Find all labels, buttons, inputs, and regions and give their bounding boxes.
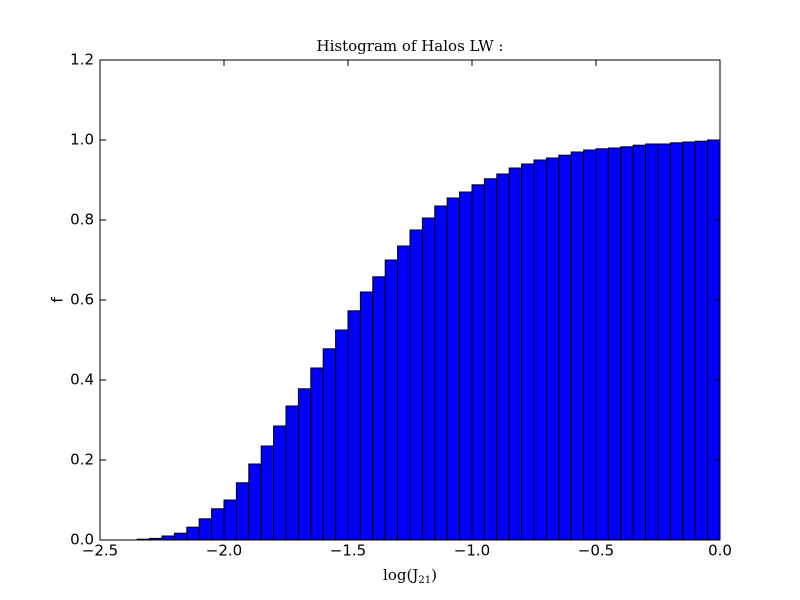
x-axis-label: log(J21) — [383, 566, 437, 586]
x-label-part: log(J — [383, 566, 418, 584]
y-tick-label: 1.0 — [70, 131, 94, 149]
bar — [372, 276, 386, 541]
bar — [521, 163, 535, 541]
bar — [161, 535, 175, 541]
bar — [583, 149, 597, 541]
bar — [421, 217, 436, 541]
bar — [335, 329, 349, 541]
bar — [310, 367, 324, 541]
y-tick-label: 0.6 — [70, 291, 94, 309]
y-tick-label: 0.8 — [70, 211, 94, 229]
bar — [607, 147, 622, 541]
y-tick-label: 0.2 — [70, 451, 94, 469]
bar — [620, 146, 634, 541]
bar — [694, 140, 709, 541]
bar — [384, 259, 399, 541]
bar — [446, 197, 461, 541]
bar — [570, 151, 585, 541]
bar — [322, 348, 337, 541]
bar — [198, 518, 213, 541]
bar — [397, 245, 411, 541]
bar — [595, 148, 609, 541]
x-label-subscript: 21 — [418, 575, 431, 586]
bar — [260, 445, 275, 541]
bar — [471, 184, 485, 541]
bar — [409, 229, 423, 541]
y-axis-label: f — [49, 297, 67, 303]
bar — [173, 532, 188, 541]
y-tick-label: 0.4 — [70, 371, 94, 389]
bar — [707, 139, 721, 541]
bar — [459, 191, 473, 541]
bar — [434, 205, 448, 541]
bar — [545, 157, 560, 541]
bar — [558, 154, 572, 541]
y-tick-label: 0.0 — [70, 531, 94, 549]
x-tick-label: −1.5 — [330, 542, 366, 560]
x-label-part: ) — [431, 566, 437, 584]
bar — [657, 143, 671, 541]
bar — [669, 142, 684, 541]
x-tick-label: 0.0 — [708, 542, 732, 560]
x-tick-label: −2.0 — [206, 542, 242, 560]
bar — [359, 291, 374, 541]
bar — [632, 144, 647, 541]
bar — [186, 526, 200, 541]
y-tick-label: 1.2 — [70, 51, 94, 69]
bar — [273, 425, 287, 541]
bar — [508, 167, 523, 541]
bar — [235, 482, 250, 541]
chart-title: Histogram of Halos LW : — [317, 37, 504, 55]
bar — [285, 405, 299, 541]
bar — [223, 499, 237, 541]
bar — [533, 159, 547, 541]
bar — [682, 141, 696, 541]
bar — [645, 143, 659, 541]
bar — [483, 178, 498, 541]
bar — [297, 388, 312, 541]
x-tick-label: −2.5 — [82, 542, 118, 560]
bar — [248, 463, 262, 541]
x-tick-label: −1.0 — [454, 542, 490, 560]
bar — [496, 173, 510, 541]
bar — [211, 508, 225, 541]
bar — [347, 310, 361, 541]
x-tick-label: −0.5 — [578, 542, 614, 560]
